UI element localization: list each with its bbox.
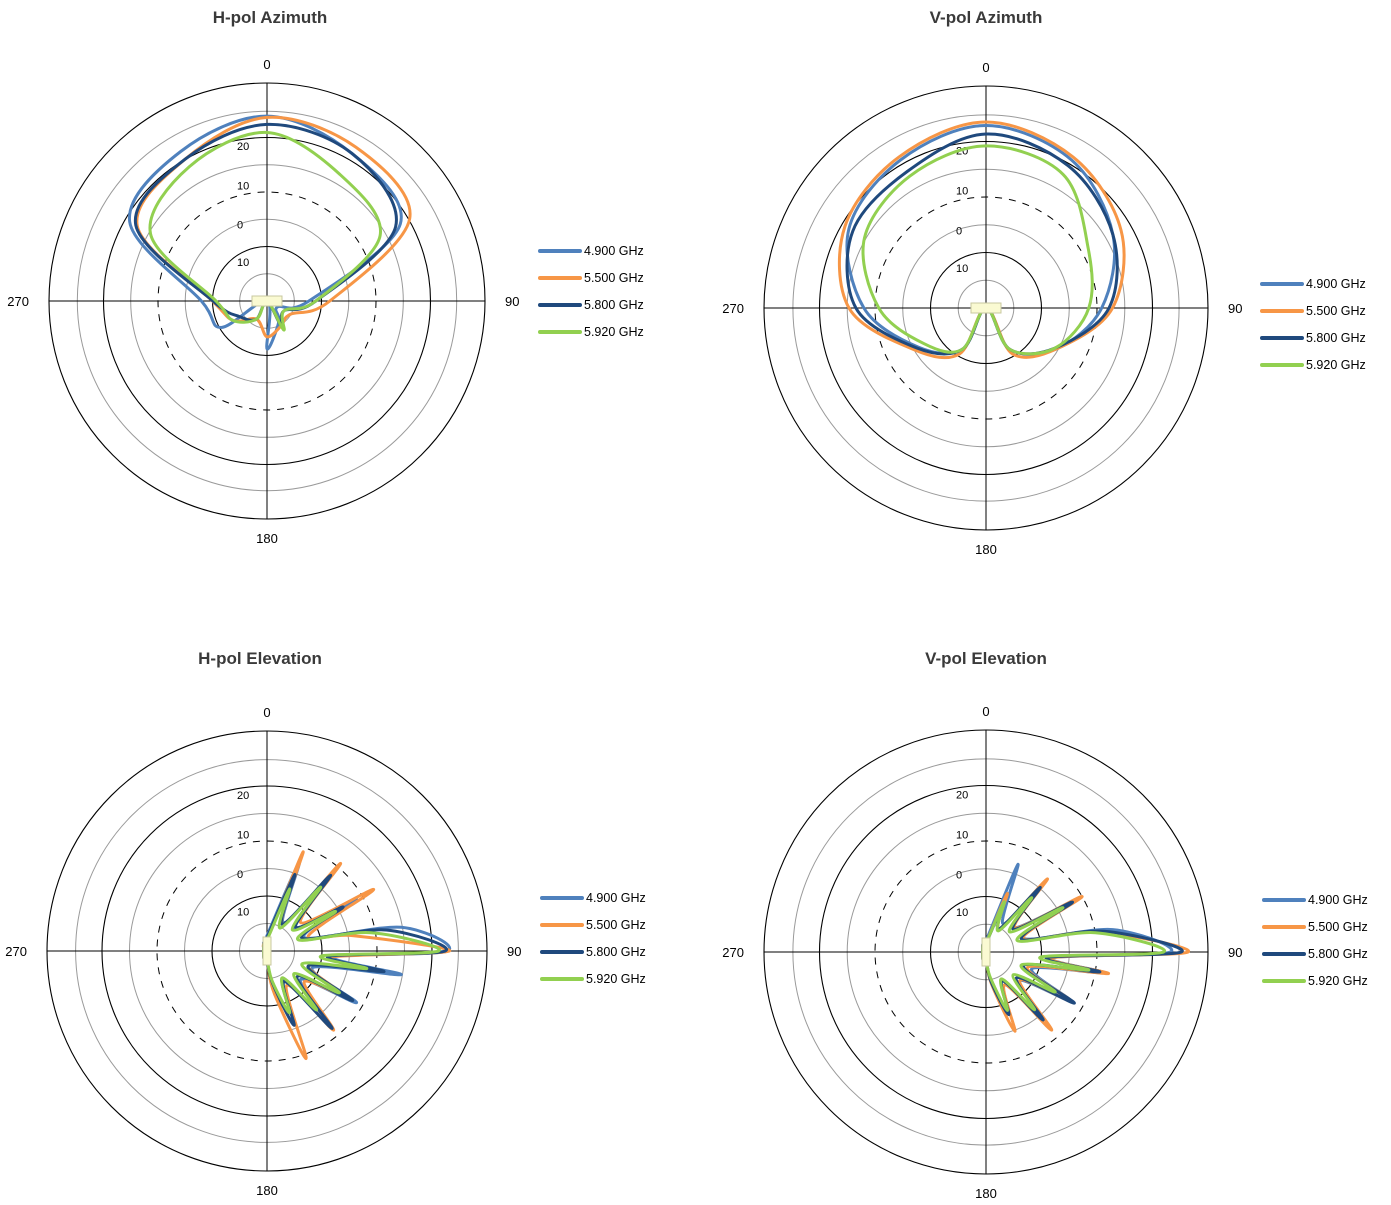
legend-swatch (538, 248, 582, 253)
chart-title: H-pol Elevation (198, 649, 322, 668)
radial-tick-label: 20 (956, 789, 968, 801)
legend-label: 5.500 GHz (586, 917, 646, 932)
legend-item: 5.500 GHz (538, 264, 644, 291)
angle-label-90: 90 (1228, 301, 1242, 316)
chart-legend: 4.900 GHz 5.500 GHz 5.800 GHz 5.920 GHz (540, 884, 646, 992)
legend-label: 5.920 GHz (584, 324, 644, 339)
legend-swatch (540, 949, 584, 954)
polar-chart-v-pol-elevation: 20 10 0 10 0 90 180 270 (722, 704, 1242, 1201)
legend-label: 5.920 GHz (1306, 357, 1366, 372)
legend-label: 4.900 GHz (1306, 276, 1366, 291)
legend-label: 4.900 GHz (586, 890, 646, 905)
legend-item: 5.800 GHz (1260, 324, 1366, 351)
angle-label-270: 270 (722, 945, 744, 960)
angle-label-90: 90 (505, 294, 519, 309)
legend-item: 4.900 GHz (1262, 886, 1368, 913)
radial-tick-label: 10 (956, 263, 968, 275)
legend-label: 5.800 GHz (1306, 330, 1366, 345)
legend-label: 5.920 GHz (1308, 973, 1368, 988)
legend-item: 5.920 GHz (1260, 351, 1366, 378)
radial-tick-label: 0 (237, 869, 243, 881)
angle-label-270: 270 (722, 301, 744, 316)
radial-tick-label: 0 (237, 220, 243, 232)
radial-tick-label: 0 (956, 869, 962, 881)
antenna-marker (981, 937, 991, 967)
polar-chart-h-pol-azimuth: 20 10 0 10 0 90 180 270 (7, 57, 519, 546)
radial-tick-label: 10 (956, 907, 968, 919)
radial-tick-label: 10 (956, 185, 968, 197)
series-line (128, 114, 403, 351)
legend-item: 4.900 GHz (1260, 270, 1366, 297)
angle-label-90: 90 (1228, 945, 1242, 960)
legend-swatch (538, 329, 582, 334)
legend-label: 4.900 GHz (584, 243, 644, 258)
radial-tick-label: 10 (237, 829, 249, 841)
chart-title: H-pol Azimuth (212, 8, 328, 27)
series-line (262, 885, 441, 1015)
legend-label: 5.500 GHz (1308, 919, 1368, 934)
legend-label: 5.920 GHz (586, 971, 646, 986)
legend-item: 5.920 GHz (1262, 967, 1368, 994)
legend-label: 5.800 GHz (586, 944, 646, 959)
legend-swatch (538, 275, 582, 280)
legend-swatch (1262, 924, 1306, 929)
legend-swatch (540, 976, 584, 981)
legend-label: 4.900 GHz (1308, 892, 1368, 907)
legend-label: 5.500 GHz (1306, 303, 1366, 318)
antenna-marker (251, 295, 283, 307)
chart-legend: 4.900 GHz 5.500 GHz 5.800 GHz 5.920 GHz (538, 237, 644, 345)
radial-tick-label: 20 (237, 790, 249, 802)
legend-swatch (1260, 335, 1304, 340)
legend-item: 4.900 GHz (540, 884, 646, 911)
angle-label-270: 270 (7, 294, 29, 309)
legend-item: 5.500 GHz (1262, 913, 1368, 940)
legend-swatch (540, 922, 584, 927)
legend-swatch (540, 895, 584, 900)
legend-swatch (1262, 897, 1306, 902)
chart-legend: 4.900 GHz 5.500 GHz 5.800 GHz 5.920 GHz (1260, 270, 1366, 378)
angle-label-90: 90 (507, 944, 521, 959)
angle-label-0: 0 (263, 57, 270, 72)
legend-item: 5.920 GHz (538, 318, 644, 345)
radial-tick-label: 20 (237, 141, 249, 153)
antenna-marker (970, 302, 1002, 314)
series-line (135, 115, 412, 339)
legend-item: 5.800 GHz (540, 938, 646, 965)
legend-label: 5.500 GHz (584, 270, 644, 285)
legend-swatch (1260, 362, 1304, 367)
polar-chart-h-pol-elevation: 20 10 0 10 0 90 180 270 (5, 705, 521, 1198)
legend-swatch (1262, 951, 1306, 956)
legend-item: 4.900 GHz (538, 237, 644, 264)
legend-item: 5.500 GHz (1260, 297, 1366, 324)
angle-label-0: 0 (982, 60, 989, 75)
series-line (981, 896, 1167, 1012)
angle-label-270: 270 (5, 944, 27, 959)
angle-label-180: 180 (256, 531, 278, 546)
antenna-marker (262, 936, 272, 966)
angle-label-180: 180 (975, 1186, 997, 1201)
legend-swatch (1260, 308, 1304, 313)
radial-tick-label: 0 (956, 225, 962, 237)
legend-item: 5.800 GHz (538, 291, 644, 318)
legend-swatch (1262, 978, 1306, 983)
angle-label-0: 0 (982, 704, 989, 719)
chart-title: V-pol Elevation (925, 649, 1047, 668)
angle-label-180: 180 (256, 1183, 278, 1198)
radial-tick-label: 10 (237, 181, 249, 193)
radial-tick-label: 10 (237, 906, 249, 918)
angle-label-180: 180 (975, 542, 997, 557)
radial-tick-label: 10 (956, 829, 968, 841)
chart-legend: 4.900 GHz 5.500 GHz 5.800 GHz 5.920 GHz (1262, 886, 1368, 994)
radial-tick-label: 10 (237, 257, 249, 269)
legend-item: 5.920 GHz (540, 965, 646, 992)
legend-item: 5.500 GHz (540, 911, 646, 938)
chart-title: V-pol Azimuth (929, 8, 1043, 27)
angle-label-0: 0 (263, 705, 270, 720)
legend-label: 5.800 GHz (584, 297, 644, 312)
legend-label: 5.800 GHz (1308, 946, 1368, 961)
legend-swatch (538, 302, 582, 307)
legend-item: 5.800 GHz (1262, 940, 1368, 967)
legend-swatch (1260, 281, 1304, 286)
